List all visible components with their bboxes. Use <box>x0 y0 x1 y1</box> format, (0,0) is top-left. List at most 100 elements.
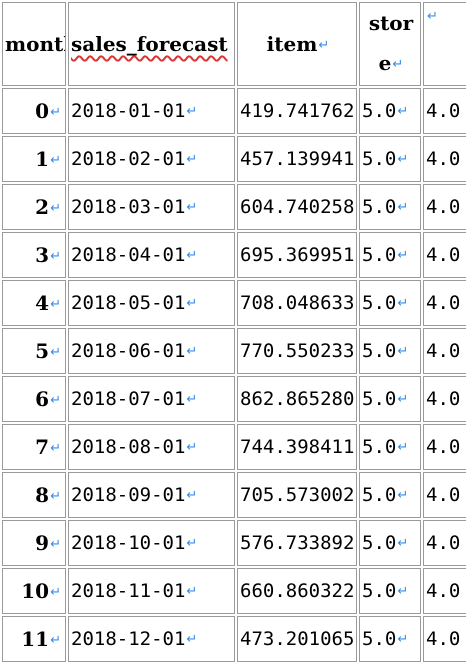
header-store-line2: e <box>378 51 392 75</box>
cell-sales-forecast[interactable]: 2018-02-01↵ <box>68 135 235 182</box>
cell-extra-text: 4.0 <box>426 531 461 554</box>
cell-item[interactable]: 744.398411 <box>237 423 357 470</box>
cell-sales-forecast[interactable]: 2018-07-01↵ <box>68 375 235 422</box>
cell-extra[interactable]: 4.0 <box>423 279 466 326</box>
cell-item[interactable]: 576.733892 <box>237 519 357 566</box>
cell-item[interactable]: 708.048633 <box>237 279 357 326</box>
cell-sales-forecast-text: 2018-11-01 <box>71 579 186 602</box>
cell-store[interactable]: 5.0↵ <box>359 567 421 614</box>
cell-store[interactable]: 5.0↵ <box>359 375 421 422</box>
header-store-line1: stor <box>368 11 414 35</box>
header-sales-forecast[interactable]: sales_forecast <box>68 2 235 86</box>
cell-extra[interactable]: 4.0 <box>423 87 466 134</box>
cell-item[interactable]: 695.369951 <box>237 231 357 278</box>
cell-extra[interactable]: 4.0 <box>423 519 466 566</box>
cell-month[interactable]: 4↵ <box>2 279 66 326</box>
header-item[interactable]: item↵ <box>237 2 357 86</box>
cell-item[interactable]: 457.139941 <box>237 135 357 182</box>
table-row: 11↵ 2018-12-01↵ 473.201065 5.0↵ 4.0 <box>2 615 466 662</box>
cell-store[interactable]: 5.0↵ <box>359 615 421 662</box>
cell-item[interactable]: 604.740258 <box>237 183 357 230</box>
cell-sales-forecast-text: 2018-05-01 <box>71 291 186 314</box>
cell-item[interactable]: 419.741762 <box>237 87 357 134</box>
cell-month-text: 10 <box>21 578 50 603</box>
cell-store[interactable]: 5.0↵ <box>359 327 421 374</box>
cell-month[interactable]: 3↵ <box>2 231 66 278</box>
cell-month[interactable]: 0↵ <box>2 87 66 134</box>
header-month-label: month <box>5 31 65 56</box>
cell-month[interactable]: 9↵ <box>2 519 66 566</box>
cell-store[interactable]: 5.0↵ <box>359 279 421 326</box>
cell-item[interactable]: 862.865280 <box>237 375 357 422</box>
cell-sales-forecast[interactable]: 2018-08-01↵ <box>68 423 235 470</box>
cell-extra[interactable]: 4.0 <box>423 615 466 662</box>
cell-sales-forecast[interactable]: 2018-10-01↵ <box>68 519 235 566</box>
cell-month[interactable]: 7↵ <box>2 423 66 470</box>
cell-item-text: 576.733892 <box>240 531 355 554</box>
cell-month[interactable]: 5↵ <box>2 327 66 374</box>
cell-store[interactable]: 5.0↵ <box>359 183 421 230</box>
cell-store-text: 5.0 <box>362 531 397 554</box>
cell-store-text: 5.0 <box>362 99 397 122</box>
paragraph-mark-icon: ↵ <box>397 103 409 119</box>
cell-extra[interactable]: 4.0 <box>423 327 466 374</box>
cell-month[interactable]: 2↵ <box>2 183 66 230</box>
cell-item[interactable]: 770.550233 <box>237 327 357 374</box>
cell-sales-forecast[interactable]: 2018-05-01↵ <box>68 279 235 326</box>
cell-month[interactable]: 6↵ <box>2 375 66 422</box>
paragraph-mark-icon: ↵ <box>50 488 61 504</box>
cell-extra[interactable]: 4.0 <box>423 231 466 278</box>
paragraph-mark-icon: ↵ <box>392 56 404 72</box>
paragraph-mark-icon: ↵ <box>186 295 198 311</box>
table-row: 4↵ 2018-05-01↵ 708.048633 5.0↵ 4.0 <box>2 279 466 326</box>
cell-item[interactable]: 473.201065 <box>237 615 357 662</box>
cell-store-text: 5.0 <box>362 195 397 218</box>
cell-store[interactable]: 5.0↵ <box>359 519 421 566</box>
cell-store[interactable]: 5.0↵ <box>359 231 421 278</box>
cell-sales-forecast[interactable]: 2018-12-01↵ <box>68 615 235 662</box>
cell-extra[interactable]: 4.0 <box>423 183 466 230</box>
cell-month-text: 0 <box>35 98 50 123</box>
cell-store[interactable]: 5.0↵ <box>359 87 421 134</box>
table-row: 3↵ 2018-04-01↵ 695.369951 5.0↵ 4.0 <box>2 231 466 278</box>
cell-store[interactable]: 5.0↵ <box>359 135 421 182</box>
cell-month-text: 4 <box>35 290 50 315</box>
paragraph-mark-icon: ↵ <box>427 9 438 24</box>
cell-item[interactable]: 705.573002 <box>237 471 357 518</box>
cell-sales-forecast[interactable]: 2018-11-01↵ <box>68 567 235 614</box>
cell-month[interactable]: 1↵ <box>2 135 66 182</box>
cell-store[interactable]: 5.0↵ <box>359 471 421 518</box>
cell-sales-forecast[interactable]: 2018-06-01↵ <box>68 327 235 374</box>
header-store[interactable]: stor e↵ <box>359 2 421 86</box>
cell-extra-text: 4.0 <box>426 195 461 218</box>
paragraph-mark-icon: ↵ <box>397 199 409 215</box>
cell-month[interactable]: 10↵ <box>2 567 66 614</box>
paragraph-mark-icon: ↵ <box>186 631 198 647</box>
cell-store[interactable]: 5.0↵ <box>359 423 421 470</box>
cell-sales-forecast-text: 2018-01-01 <box>71 99 186 122</box>
cell-month[interactable]: 11↵ <box>2 615 66 662</box>
header-month[interactable]: month↵ <box>2 2 66 86</box>
paragraph-mark-icon: ↵ <box>397 343 409 359</box>
cell-sales-forecast[interactable]: 2018-03-01↵ <box>68 183 235 230</box>
cell-extra-text: 4.0 <box>426 243 461 266</box>
cell-extra-text: 4.0 <box>426 483 461 506</box>
cell-extra-text: 4.0 <box>426 291 461 314</box>
paragraph-mark-icon: ↵ <box>397 391 409 407</box>
cell-store-text: 5.0 <box>362 579 397 602</box>
cell-extra[interactable]: 4.0 <box>423 135 466 182</box>
header-extra[interactable]: ↵ <box>423 2 466 86</box>
cell-sales-forecast[interactable]: 2018-04-01↵ <box>68 231 235 278</box>
cell-sales-forecast[interactable]: 2018-09-01↵ <box>68 471 235 518</box>
cell-extra[interactable]: 4.0 <box>423 423 466 470</box>
table-row: 1↵ 2018-02-01↵ 457.139941 5.0↵ 4.0 <box>2 135 466 182</box>
paragraph-mark-icon: ↵ <box>50 584 61 600</box>
cell-extra[interactable]: 4.0 <box>423 567 466 614</box>
cell-item-text: 744.398411 <box>240 435 355 458</box>
cell-item[interactable]: 660.860322 <box>237 567 357 614</box>
cell-item-text: 695.369951 <box>240 243 355 266</box>
cell-sales-forecast[interactable]: 2018-01-01↵ <box>68 87 235 134</box>
cell-extra[interactable]: 4.0 <box>423 375 466 422</box>
cell-month[interactable]: 8↵ <box>2 471 66 518</box>
cell-extra[interactable]: 4.0 <box>423 471 466 518</box>
